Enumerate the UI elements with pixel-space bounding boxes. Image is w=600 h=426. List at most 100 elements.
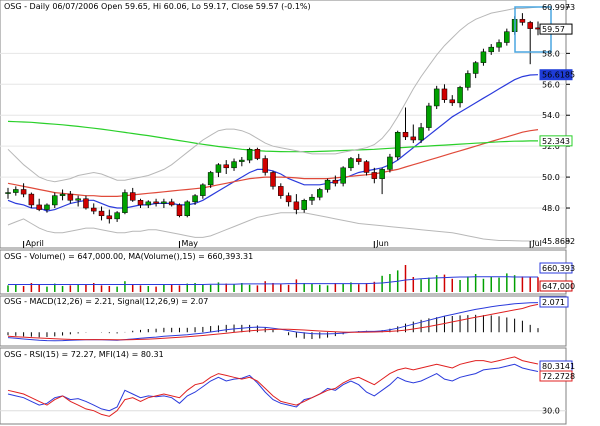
candle-body: [340, 167, 346, 184]
price-panel-title: OSG - Daily 06/07/2006 Open 59.65, Hi 60…: [4, 2, 311, 11]
candle: [363, 160, 370, 176]
price-badge-box: [539, 135, 573, 147]
candle-body: [59, 193, 66, 196]
candle: [28, 192, 35, 209]
macd-series-line-1: [7, 303, 539, 341]
candle: [309, 194, 315, 205]
candle: [504, 28, 510, 46]
candle: [231, 158, 237, 171]
price-axis-label: 48.0: [542, 204, 560, 213]
candle-body: [410, 136, 417, 141]
candle-body: [285, 195, 292, 203]
candle-body: [122, 192, 128, 213]
candle: [426, 102, 432, 131]
price-series-line-4: [7, 212, 538, 242]
candle: [317, 187, 323, 201]
candle-body: [192, 195, 198, 203]
volume-bars: [7, 265, 539, 292]
candle-body: [98, 210, 105, 217]
rsi-axis-label: 72.2728: [542, 372, 575, 381]
candle: [465, 70, 471, 91]
price-candles: [5, 13, 541, 224]
candle: [449, 95, 456, 106]
candle: [262, 155, 268, 176]
candle-body: [13, 189, 19, 193]
candle-body: [223, 164, 229, 169]
candle-body: [426, 105, 432, 128]
candle: [192, 194, 198, 205]
candle-body: [114, 212, 120, 220]
candle-body: [270, 172, 276, 187]
candle: [293, 194, 300, 215]
candle: [98, 206, 105, 221]
volume-badge-box: [539, 262, 573, 274]
candle-body: [402, 131, 409, 138]
candle-body: [465, 73, 471, 88]
candle: [348, 156, 354, 171]
candle-body: [480, 51, 487, 63]
rsi-panel: OSG - RSI(15) = 72.27, MFI(14) = 80.31 8…: [0, 347, 575, 425]
candle-body: [153, 201, 159, 204]
candle: [371, 167, 378, 184]
candle: [145, 200, 152, 209]
candle-body: [387, 156, 393, 170]
macd-panel-frame: [0, 295, 567, 347]
candle-body: [215, 164, 222, 173]
candle-body: [262, 158, 268, 173]
candle-body: [504, 31, 510, 43]
price-series-line-0: [7, 74, 539, 212]
rsi-series-line-1: [7, 356, 539, 417]
price-x-axis: April May Jun Jul: [23, 239, 542, 248]
candle: [20, 183, 27, 198]
macd-panel: OSG - MACD(12,26) = 2.21, Signal(12,26,9…: [0, 295, 569, 347]
price-axis-label: 52.343: [542, 137, 570, 146]
price-x-label: Jun: [375, 239, 389, 248]
candle: [122, 189, 128, 215]
candle-body: [309, 196, 315, 201]
candle-body: [44, 204, 50, 210]
candle-body: [184, 201, 191, 217]
price-x-label: Jul: [531, 239, 542, 248]
price-series-line-2: [7, 120, 538, 153]
macd-panel-title: OSG - MACD(12,26) = 2.21, Signal(12,26,9…: [4, 297, 208, 306]
candle-body: [293, 201, 300, 210]
candle-body: [161, 201, 167, 204]
price-axis-label: 56.6185: [542, 71, 575, 80]
price-axis-label: 56.0: [542, 80, 560, 89]
candle-body: [207, 172, 214, 186]
candle: [223, 160, 229, 175]
candle: [83, 195, 89, 210]
candle-body: [433, 88, 440, 107]
candle-body: [20, 189, 27, 195]
rsi-panel-frame: [0, 347, 567, 425]
candle-body: [348, 158, 354, 169]
candle-body: [457, 87, 463, 104]
candle: [161, 198, 167, 209]
candle: [184, 200, 191, 218]
volume-axis-label: 660,393: [542, 264, 575, 273]
candle: [355, 153, 362, 165]
candle: [106, 209, 113, 224]
price-axis-label: 45.8682: [542, 237, 575, 246]
candle-body: [324, 179, 331, 190]
volume-panel-title: OSG - Volume() = 647,000.00, MA(Volume()…: [4, 252, 253, 261]
price-badge-box: [539, 23, 573, 35]
candle: [13, 186, 19, 196]
candle-body: [5, 192, 11, 194]
candle: [394, 130, 401, 161]
candle-body: [137, 200, 144, 206]
candle: [285, 192, 292, 207]
rsi-badge-box: [539, 370, 573, 382]
candle: [5, 187, 11, 199]
candle-body: [231, 161, 237, 169]
candle: [168, 198, 175, 207]
price-axis-label: 58.0: [542, 49, 560, 58]
candle: [472, 61, 479, 79]
candle-body: [371, 172, 378, 179]
candle: [239, 156, 245, 167]
volume-badge-box: [539, 280, 573, 292]
candle-body: [472, 62, 479, 74]
